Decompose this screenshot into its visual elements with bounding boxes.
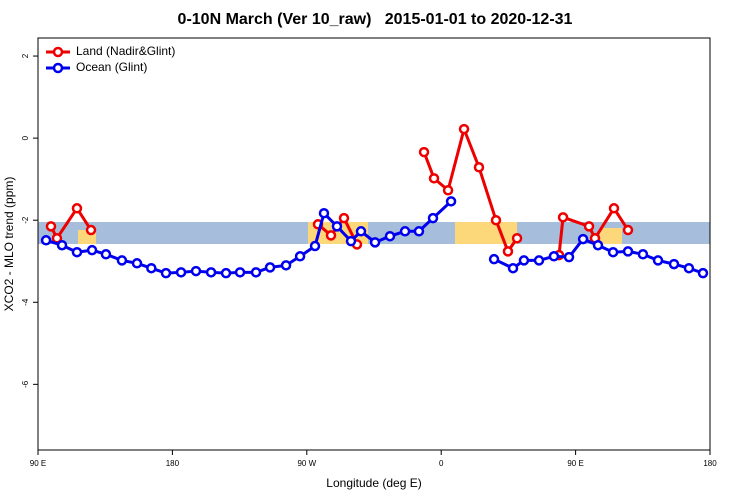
data-point xyxy=(490,214,502,226)
data-point xyxy=(442,184,454,196)
data-point xyxy=(511,233,523,244)
data-point xyxy=(418,146,430,158)
data-point xyxy=(116,255,128,266)
data-point xyxy=(250,267,262,278)
data-point xyxy=(318,207,330,219)
data-point xyxy=(518,255,530,266)
x-tick-label: 0 xyxy=(439,459,444,468)
x-axis-label: Longitude (deg E) xyxy=(326,476,421,490)
data-point xyxy=(607,246,619,258)
data-point xyxy=(592,239,604,251)
x-tick-label: 180 xyxy=(703,459,717,468)
data-point xyxy=(697,267,709,279)
data-point xyxy=(668,258,680,270)
data-point xyxy=(131,258,143,269)
data-point xyxy=(652,255,664,266)
y-tick-label: 0 xyxy=(21,135,30,140)
x-tick-label: 90 W xyxy=(297,459,316,468)
data-point xyxy=(427,212,439,224)
data-point xyxy=(577,233,589,245)
data-point xyxy=(100,249,112,260)
data-point xyxy=(413,226,425,237)
data-point xyxy=(369,237,381,248)
data-point xyxy=(309,240,321,252)
legend-marker xyxy=(52,62,64,74)
y-axis-label: XCO2 - MLO trend (ppm) xyxy=(2,177,16,312)
data-point xyxy=(622,246,634,257)
data-point xyxy=(280,260,292,271)
x-tick-label: 90 E xyxy=(30,459,46,468)
data-point xyxy=(583,221,595,232)
data-point xyxy=(384,230,396,242)
data-point xyxy=(331,221,343,232)
data-point xyxy=(533,255,545,266)
data-point xyxy=(160,267,172,279)
data-point xyxy=(71,203,83,214)
data-point xyxy=(458,123,470,135)
data-point xyxy=(190,265,202,277)
y-tick-label: -4 xyxy=(21,298,30,306)
data-point xyxy=(220,267,232,279)
data-point xyxy=(548,251,560,262)
x-tick-label: 180 xyxy=(166,459,180,468)
data-point xyxy=(205,267,217,278)
data-point xyxy=(234,267,246,278)
data-point xyxy=(637,249,649,260)
data-point xyxy=(325,230,337,241)
data-point xyxy=(264,262,276,273)
data-point xyxy=(338,212,350,224)
data-point xyxy=(345,235,357,247)
data-point xyxy=(622,224,634,236)
data-point xyxy=(488,253,500,265)
data-point xyxy=(473,162,485,173)
data-point xyxy=(507,262,519,274)
legend-marker xyxy=(52,46,64,58)
legend-label: Ocean (Glint) xyxy=(76,60,147,74)
data-point xyxy=(40,235,52,246)
data-point xyxy=(175,267,187,278)
data-point xyxy=(563,251,575,263)
data-point xyxy=(85,224,97,236)
y-tick-label: -6 xyxy=(21,380,30,388)
data-point xyxy=(45,221,57,232)
data-point xyxy=(557,212,569,223)
data-point xyxy=(399,226,411,237)
data-point xyxy=(355,226,367,237)
data-point xyxy=(86,244,98,256)
y-tick-label: -2 xyxy=(21,216,30,224)
map-strip xyxy=(38,222,710,244)
x-tick-label: 90 E xyxy=(567,459,583,468)
plot-frame xyxy=(37,37,711,451)
data-point xyxy=(294,251,306,262)
y-tick-label: 2 xyxy=(21,53,30,58)
data-point xyxy=(502,246,514,257)
data-point xyxy=(608,203,620,214)
data-point xyxy=(71,246,83,258)
legend-label: Land (Nadir&Glint) xyxy=(76,44,175,58)
data-point xyxy=(445,196,457,207)
data-point xyxy=(428,173,440,184)
data-point xyxy=(56,239,68,251)
data-point xyxy=(146,262,157,274)
data-point xyxy=(683,262,695,274)
chart-title: 0-10N March (Ver 10_raw) 2015-01-01 to 2… xyxy=(178,11,573,28)
